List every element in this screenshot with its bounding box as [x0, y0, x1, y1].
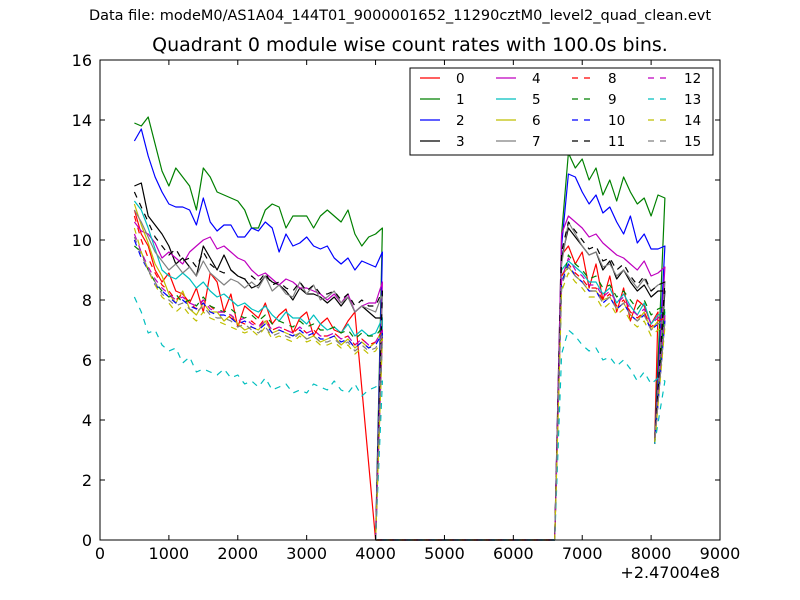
legend-label-13: 13 [684, 92, 701, 108]
legend-label-1: 1 [456, 92, 465, 108]
x-tick-label: 7000 [562, 544, 603, 563]
series-line-9 [134, 245, 666, 541]
x-tick-label: 4000 [355, 544, 396, 563]
y-tick-label: 14 [72, 111, 92, 130]
series-line-0 [133, 209, 659, 541]
series-line-5 [133, 200, 666, 541]
series-line-7 [133, 209, 666, 541]
x-tick-label: 2000 [217, 544, 258, 563]
x-tick-label: 3000 [286, 544, 327, 563]
chart-title: Quadrant 0 module wise count rates with … [152, 34, 668, 56]
x-tick-label: 6000 [493, 544, 534, 563]
data-file-supertitle: Data file: modeM0/AS1A04_144T01_90000016… [88, 8, 712, 24]
series-line-10 [133, 239, 666, 541]
legend-label-8: 8 [608, 71, 617, 87]
x-tick-label: 0 [95, 544, 105, 563]
y-tick-label: 10 [72, 231, 92, 250]
legend-label-14: 14 [684, 113, 701, 129]
y-tick-label: 0 [82, 531, 92, 550]
legend-label-2: 2 [456, 113, 465, 129]
legend-label-4: 4 [532, 71, 541, 87]
y-tick-label: 16 [72, 51, 92, 70]
y-tick-label: 4 [82, 411, 92, 430]
series-line-12 [133, 233, 666, 541]
legend-label-0: 0 [456, 71, 465, 87]
x-tick-label: 1000 [149, 544, 190, 563]
x-tick-label: 5000 [424, 544, 465, 563]
x-axis-offset-label: +2.47004e8 [620, 563, 720, 582]
legend-label-5: 5 [532, 92, 541, 108]
y-tick-label: 6 [82, 351, 92, 370]
legend-label-7: 7 [532, 134, 541, 150]
y-tick-label: 2 [82, 471, 92, 490]
y-tick-label: 8 [82, 291, 92, 310]
series-line-6 [133, 203, 666, 541]
axis-layer: 0 1000 2000 3000 4000 5000 6000 7000 8000 9000 0 2 4… [72, 51, 741, 563]
legend-label-3: 3 [456, 134, 465, 150]
legend-label-12: 12 [684, 71, 701, 87]
legend-label-10: 10 [608, 113, 625, 129]
series-line-13 [133, 296, 666, 541]
y-tick-label: 12 [72, 171, 92, 190]
series-line-3 [134, 182, 666, 541]
x-tick-label: 8000 [631, 544, 672, 563]
series-line-2 [133, 128, 666, 541]
legend-label-15: 15 [684, 134, 701, 150]
series-line-1 [134, 116, 666, 541]
legend-label-11: 11 [608, 134, 625, 150]
series-layer [133, 116, 666, 541]
x-tick-label: 9000 [700, 544, 741, 563]
legend-label-6: 6 [532, 113, 541, 129]
legend-label-9: 9 [608, 92, 617, 108]
